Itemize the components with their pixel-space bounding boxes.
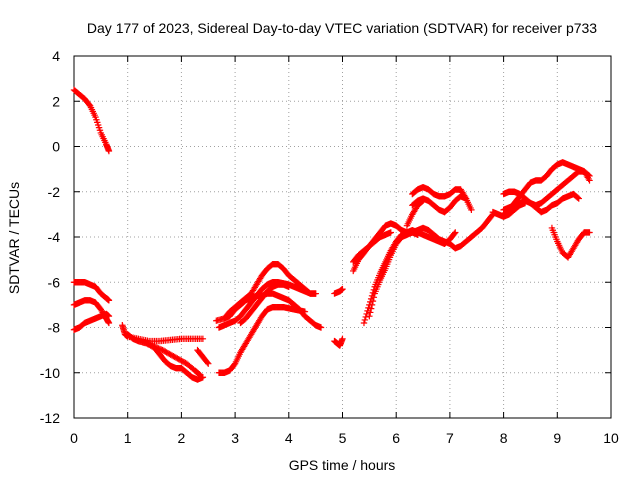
data-point-marker (521, 199, 529, 207)
y-tick-label: -4 (48, 229, 61, 245)
y-axis-label: SDTVAR / TECUs (6, 182, 22, 294)
data-point-marker (369, 297, 377, 305)
data-point-marker (317, 324, 325, 331)
x-tick-label: 4 (285, 430, 293, 446)
data-point-marker (452, 229, 459, 236)
y-tick-label: 2 (52, 93, 60, 109)
data-point-marker (370, 294, 378, 301)
series-arc-14 (331, 285, 346, 297)
series-arc-24 (500, 159, 593, 218)
series-arc-11 (221, 260, 319, 322)
data-point-marker (575, 195, 582, 202)
x-tick-label: 7 (446, 430, 454, 446)
series-arc-15 (331, 335, 346, 349)
y-tick-label: 4 (52, 48, 60, 64)
data-point-marker (468, 206, 475, 214)
series-arc-19 (366, 211, 497, 320)
data-point-marker (362, 313, 369, 321)
data-point-marker (205, 360, 212, 367)
series-arc-07 (135, 337, 204, 379)
data-point-marker (360, 319, 368, 327)
data-point-marker (339, 335, 346, 343)
data-point-marker (418, 198, 426, 205)
data-point-marker (367, 309, 374, 316)
x-tick-label: 1 (124, 430, 132, 446)
y-tick-label: -2 (48, 184, 61, 200)
y-tick-label: 0 (52, 139, 60, 155)
data-point-marker (285, 283, 292, 290)
grid-lines (74, 56, 611, 418)
y-tick-label: -8 (48, 320, 61, 336)
data-point-marker (367, 305, 375, 312)
data-point-marker (368, 301, 376, 309)
series-arc-21 (409, 193, 470, 216)
data-point-marker (585, 175, 592, 183)
series-arc-12 (215, 303, 309, 376)
data-point-marker (339, 285, 346, 293)
data-point-marker (105, 312, 113, 320)
series-arc-08 (194, 346, 212, 367)
data-point-marker (586, 229, 593, 236)
data-point-marker (301, 308, 309, 315)
series-arc-27 (548, 224, 593, 261)
data-point-marker (366, 312, 373, 320)
x-tick-label: 5 (339, 430, 347, 446)
series-arc-02 (70, 279, 113, 304)
x-tick-label: 10 (603, 430, 619, 446)
series-arc-17 (350, 229, 395, 266)
series-arc-04 (70, 310, 113, 333)
x-tick-label: 3 (231, 430, 239, 446)
plot-frame (73, 55, 612, 419)
data-point-marker (199, 335, 207, 343)
y-tick-label: -6 (48, 274, 61, 290)
data-point-marker (451, 230, 458, 237)
x-tick-label: 9 (553, 430, 561, 446)
x-tick-label: 2 (178, 430, 186, 446)
data-point-marker (387, 229, 395, 236)
data-points (70, 86, 593, 383)
data-point-marker (105, 297, 113, 304)
chart-title: Day 177 of 2023, Sidereal Day-to-day VTE… (87, 20, 597, 36)
series-arc-03 (70, 297, 113, 327)
data-point-marker (586, 177, 593, 184)
data-point-marker (105, 147, 113, 155)
data-point-marker (419, 197, 427, 204)
data-point-marker (574, 194, 582, 201)
x-tick-label: 0 (70, 430, 78, 446)
data-point-marker (462, 195, 470, 202)
data-point-marker (105, 319, 113, 327)
data-point-marker (196, 371, 204, 379)
data-point-marker (196, 371, 203, 378)
x-axis-label: GPS time / hours (289, 457, 396, 473)
y-tick-label: -10 (40, 365, 60, 381)
x-tick-label: 8 (500, 430, 508, 446)
data-point-marker (204, 359, 211, 366)
series-arc-22 (403, 197, 427, 229)
axis-ticks: 0 1 2 3 4 5 6 7 8 9 10 4 2 0 -2 -4 -6 -8 -10 -12 (40, 48, 619, 446)
data-point-marker (361, 316, 369, 324)
data-point-marker (312, 290, 319, 297)
y-tick-label: -12 (40, 410, 60, 426)
series-arc-26 (489, 199, 529, 220)
series-arc-13 (237, 281, 292, 327)
series-arc-01 (70, 86, 113, 155)
x-tick-label: 6 (392, 430, 400, 446)
